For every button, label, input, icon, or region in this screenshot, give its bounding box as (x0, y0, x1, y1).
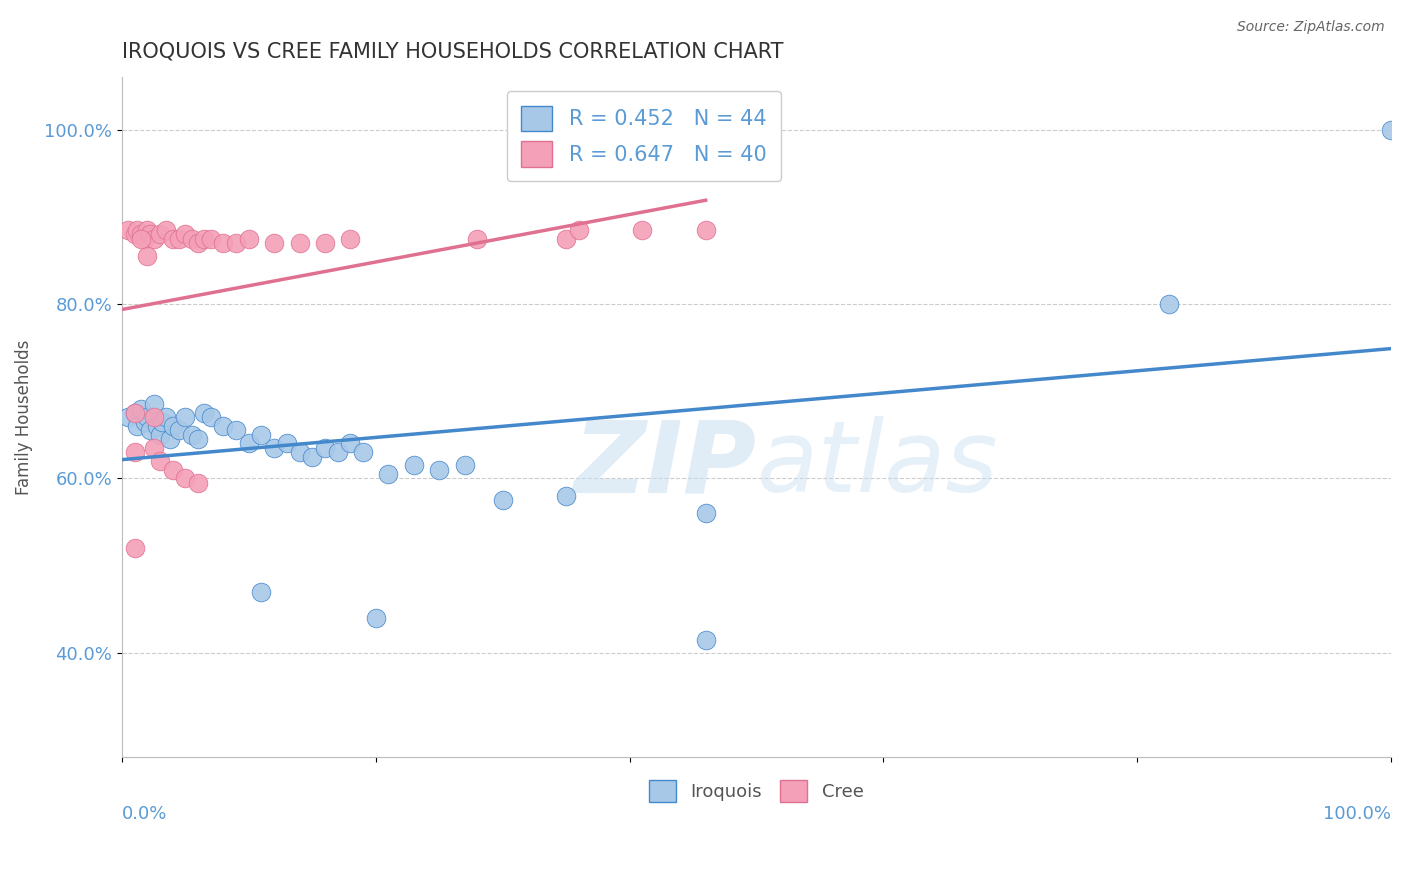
Point (139, 227, 162, 242)
Point (193, 231, 215, 245)
Point (124, 445, 146, 459)
Point (465, 231, 488, 245)
Point (149, 427, 172, 442)
Point (159, 432, 181, 446)
Point (136, 223, 159, 237)
Point (555, 231, 578, 245)
Point (149, 227, 172, 242)
Point (200, 410, 222, 425)
Point (155, 410, 177, 425)
Point (200, 231, 222, 245)
Point (238, 231, 260, 245)
Point (124, 227, 146, 242)
Text: IROQUOIS VS CREE FAMILY HOUSEHOLDS CORRELATION CHART: IROQUOIS VS CREE FAMILY HOUSEHOLDS CORRE… (122, 42, 783, 62)
Point (555, 489, 578, 503)
Point (1157, 297, 1180, 311)
Point (695, 223, 717, 237)
Point (314, 235, 336, 250)
Point (167, 231, 190, 245)
Point (142, 231, 165, 245)
Point (129, 401, 152, 416)
Point (124, 406, 146, 420)
Point (695, 506, 717, 520)
Point (174, 227, 197, 242)
Point (174, 410, 197, 425)
Point (377, 467, 399, 481)
Point (193, 406, 215, 420)
Point (187, 475, 209, 490)
Point (491, 493, 513, 508)
Point (225, 423, 247, 437)
Text: ZIP: ZIP (574, 417, 756, 514)
Point (174, 471, 197, 485)
Text: 0.0%: 0.0% (122, 805, 167, 823)
Point (125, 223, 148, 237)
Point (142, 441, 165, 455)
Y-axis label: Family Households: Family Households (15, 340, 32, 495)
Point (314, 441, 336, 455)
Point (326, 445, 349, 459)
Point (187, 432, 209, 446)
Point (129, 227, 152, 242)
Point (301, 450, 323, 464)
Point (167, 423, 190, 437)
Point (402, 458, 425, 473)
Point (695, 632, 717, 647)
Point (162, 462, 184, 476)
Text: atlas: atlas (756, 417, 998, 514)
Point (1379, 122, 1402, 136)
Point (117, 223, 139, 237)
Point (180, 427, 202, 442)
Point (162, 231, 184, 245)
Point (427, 462, 450, 476)
Point (212, 235, 235, 250)
Point (238, 436, 260, 450)
Point (288, 445, 311, 459)
Point (631, 223, 654, 237)
Point (212, 419, 235, 434)
Point (453, 458, 475, 473)
Point (162, 419, 184, 434)
Point (187, 235, 209, 250)
Point (225, 235, 247, 250)
Point (250, 584, 273, 599)
Point (352, 445, 374, 459)
Point (124, 541, 146, 555)
Point (134, 415, 156, 429)
Point (125, 419, 148, 434)
Point (134, 231, 156, 245)
Legend: Iroquois, Cree: Iroquois, Cree (643, 773, 870, 810)
Point (152, 415, 174, 429)
Point (129, 231, 152, 245)
Point (339, 436, 361, 450)
Point (364, 611, 387, 625)
Point (250, 427, 273, 442)
Text: Source: ZipAtlas.com: Source: ZipAtlas.com (1237, 20, 1385, 34)
Point (142, 397, 165, 411)
Point (149, 454, 172, 468)
Point (139, 423, 162, 437)
Point (146, 419, 169, 434)
Point (339, 231, 361, 245)
Point (263, 441, 285, 455)
Point (288, 235, 311, 250)
Point (155, 223, 177, 237)
Point (180, 231, 202, 245)
Point (142, 410, 165, 425)
Point (136, 410, 159, 425)
Point (117, 410, 139, 425)
Text: 100.0%: 100.0% (1323, 805, 1391, 823)
Point (276, 436, 298, 450)
Point (124, 406, 146, 420)
Point (136, 249, 159, 263)
Point (568, 223, 591, 237)
Point (263, 235, 285, 250)
